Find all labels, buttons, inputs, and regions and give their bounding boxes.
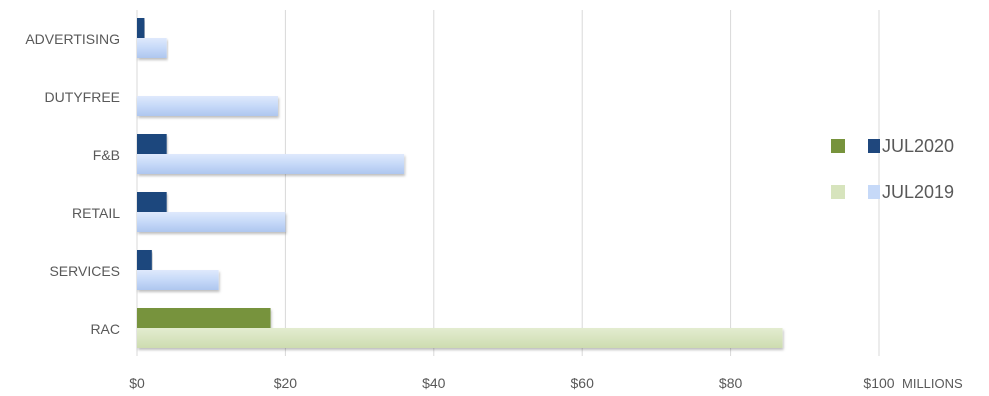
x-tick-label: $0 bbox=[129, 375, 145, 391]
bar-jul2020 bbox=[137, 250, 152, 270]
legend-swatch bbox=[868, 185, 880, 199]
category-labels: ADVERTISING DUTYFREE F&B RETAIL SERVICES RAC bbox=[25, 31, 120, 337]
category-label: DUTYFREE bbox=[45, 89, 120, 105]
x-axis-unit-label: MILLIONS bbox=[902, 376, 963, 391]
bar-jul2019 bbox=[137, 270, 219, 290]
x-tick-label: $60 bbox=[571, 375, 595, 391]
category-label: RAC bbox=[90, 321, 120, 337]
legend-label: JUL2019 bbox=[882, 182, 954, 202]
legend: JUL2020 JUL2019 bbox=[831, 136, 954, 202]
category-label: SERVICES bbox=[49, 263, 120, 279]
x-tick-label: $100 bbox=[863, 375, 894, 391]
x-tick-label: $40 bbox=[422, 375, 446, 391]
x-tick-label: $20 bbox=[274, 375, 298, 391]
category-label: RETAIL bbox=[72, 205, 120, 221]
x-axis-ticks: $0 $20 $40 $60 $80 $100 bbox=[129, 375, 895, 391]
category-label: ADVERTISING bbox=[25, 31, 120, 47]
bar-jul2020 bbox=[137, 134, 167, 154]
legend-label: JUL2020 bbox=[882, 136, 954, 156]
category-label: F&B bbox=[93, 147, 120, 163]
legend-swatch bbox=[831, 139, 845, 153]
bar-jul2019 bbox=[137, 154, 405, 174]
bar-jul2019 bbox=[137, 38, 167, 58]
grid-lines bbox=[136, 10, 880, 356]
bar-jul2020 bbox=[137, 308, 271, 328]
bar-jul2019 bbox=[137, 96, 278, 116]
legend-swatch bbox=[868, 139, 880, 153]
bar-jul2019 bbox=[137, 212, 286, 232]
bar-jul2020 bbox=[137, 18, 145, 38]
bars bbox=[137, 18, 783, 348]
legend-swatch bbox=[831, 185, 845, 199]
x-tick-label: $80 bbox=[719, 375, 743, 391]
bar-jul2019 bbox=[137, 328, 783, 348]
bar-jul2020 bbox=[137, 192, 167, 212]
